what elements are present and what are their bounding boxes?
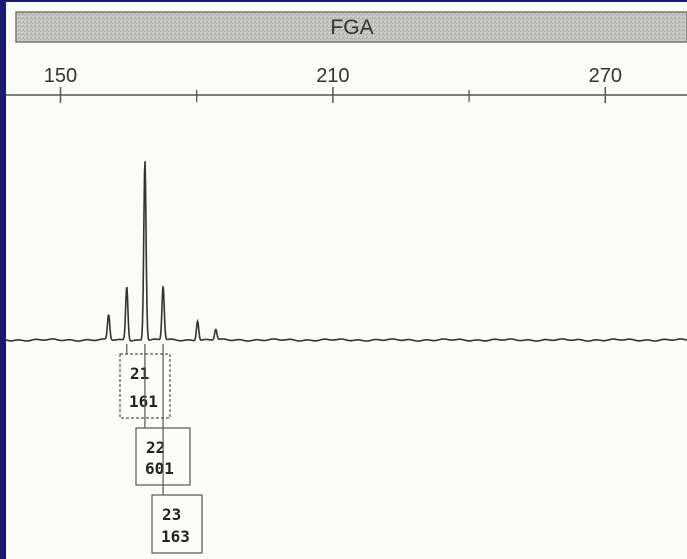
electropherogram-panel: FGA 150 210 270 21 161 22 601 23 163 <box>6 2 687 559</box>
trace-line <box>6 161 687 342</box>
marker-title: FGA <box>330 16 373 39</box>
allele-number: 23 <box>162 505 181 524</box>
marker-header-bar <box>15 11 687 43</box>
x-tick-label-210: 210 <box>316 65 349 87</box>
allele-value: 161 <box>129 392 158 411</box>
allele-value: 163 <box>161 527 190 546</box>
allele-box <box>151 494 203 554</box>
x-tick-label-270: 270 <box>589 65 622 87</box>
allele-value: 601 <box>145 459 174 478</box>
x-axis-ticks: 150 210 270 <box>44 65 622 103</box>
allele-number: 22 <box>146 438 165 457</box>
x-tick-label-150: 150 <box>44 65 77 87</box>
allele-number: 21 <box>130 364 149 383</box>
